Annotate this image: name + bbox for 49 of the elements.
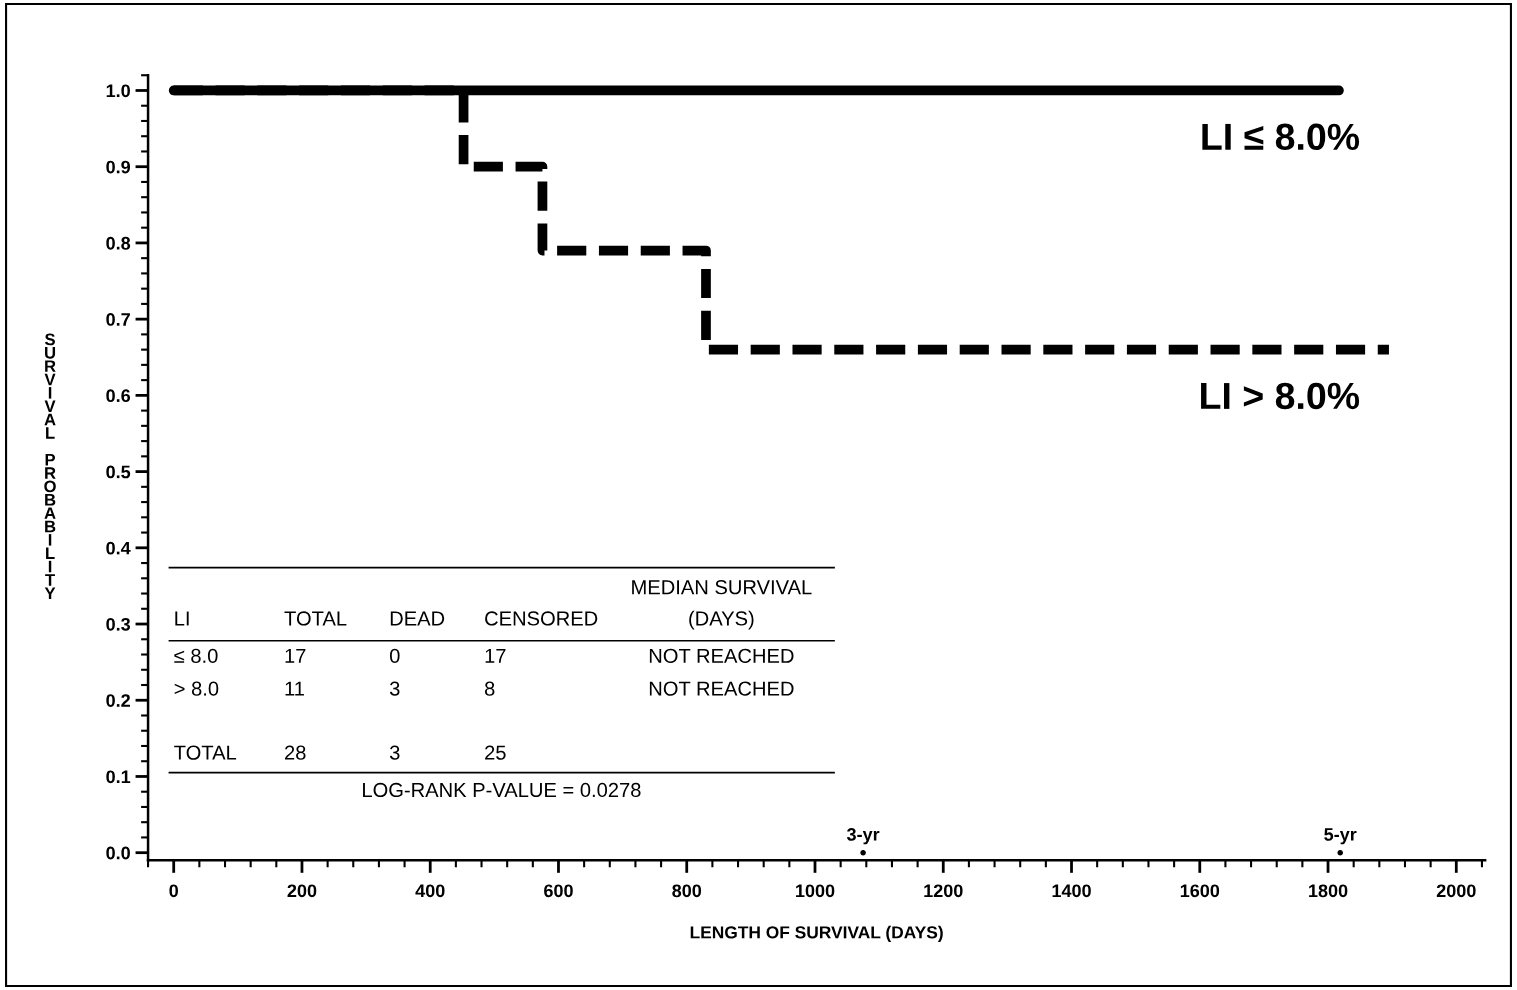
annotation: DEAD: [390, 611, 445, 626]
y-tick-label: 0.2: [106, 694, 130, 707]
y-tick-label: 0.7: [106, 313, 130, 326]
x-tick-label: 1200: [924, 884, 963, 898]
y-tick-label: 0.1: [106, 770, 131, 784]
series-label: LI ≤ 8.0%: [1202, 123, 1360, 151]
x-tick-label: 1400: [1052, 884, 1091, 898]
x-tick-label: 1800: [1309, 884, 1348, 898]
y-tick-label: 0.9: [106, 160, 131, 174]
x-tick-label: 1600: [1180, 884, 1220, 898]
annotation: > 8.0: [174, 681, 219, 696]
annotation: ≤ 8.0: [174, 648, 218, 663]
x-tick-label: 1000: [796, 884, 835, 898]
annotation: MEDIAN SURVIVAL: [632, 580, 812, 595]
annotation: NOT REACHED: [649, 681, 794, 696]
annotation: CENSORED: [485, 611, 598, 626]
y-tick-label: 0.3: [106, 617, 131, 631]
annotation: LOG-RANK P-VALUE = 0.0278: [363, 782, 641, 798]
annotation: LI: [175, 611, 189, 626]
annotation: 8: [484, 681, 495, 696]
text: SURVIVAL PROBABILITY: [44, 333, 56, 600]
annotation: 0: [389, 648, 400, 663]
annotation: 25: [485, 745, 506, 760]
annotation: TOTAL: [284, 611, 347, 626]
x-tick-label: 2000: [1436, 884, 1476, 898]
annotation: 11: [285, 681, 304, 696]
y-tick-label: 0.0: [106, 846, 130, 860]
annotation: 3: [389, 745, 400, 760]
annotation: 17: [485, 648, 506, 663]
x-tick-label: 200: [287, 884, 317, 898]
y-tick-label: 0.8: [106, 236, 131, 250]
annotation: TOTAL: [174, 745, 237, 760]
x-tick-label: 600: [544, 884, 573, 898]
annotation: 5-yr: [1324, 828, 1357, 845]
series-label: LI > 8.0%: [1201, 382, 1360, 410]
annotation: 17: [285, 648, 306, 663]
annotation: (DAYS): [689, 610, 754, 630]
annotation: 3: [389, 681, 400, 696]
y-tick-label: 0.4: [106, 541, 131, 555]
annotation: 28: [285, 745, 306, 760]
x-tick-label: 0: [169, 884, 178, 898]
x-axis-title: LENGTH OF SURVIVAL (DAYS): [690, 925, 943, 942]
y-tick-label: 0.6: [106, 389, 131, 403]
annotation: NOT REACHED: [649, 648, 794, 663]
y-tick-label: 0.5: [106, 465, 131, 479]
y-tick-label: 1.0: [106, 84, 130, 98]
annotation: 3-yr: [846, 828, 880, 845]
x-tick-label: 400: [415, 884, 445, 898]
x-tick-label: 800: [672, 884, 702, 898]
